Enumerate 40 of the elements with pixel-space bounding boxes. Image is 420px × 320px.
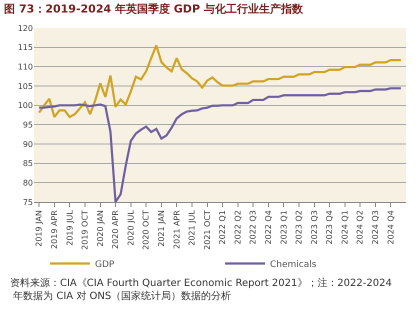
y-tick-label: 105 [18,82,33,91]
y-tick-label: 95 [22,120,33,130]
y-tick-label: 85 [22,159,33,168]
x-tick-label: 2019 JUL [65,210,74,246]
chart-title: 图 73：2019-2024 年英国季度 GDP 与化工行业生产指数 [4,2,304,16]
text: 资料来源：CIA《CIA Fourth Quarter Economic Report 2021》；注：2022-2024 年数据为 CIA 对 ONS（国家统计局）数据的分析 [10,277,392,302]
legend-label: Chemicals [270,260,317,270]
x-tick-label: 2022 Q3 [248,210,258,244]
x-tick-label: 2022 Q4 [264,210,274,244]
line-series [38,44,402,118]
x-tick-label: 2020 JUL [126,210,136,246]
line-series [38,87,402,202]
x-tick-label: 2023 Q4 [325,210,334,244]
y-tick-label: 80 [22,178,33,188]
x-tick-label: 2019 OCT [80,210,90,250]
x-tick-label: 2023 Q3 [310,210,319,244]
x-tick-label: 2023 Q2 [294,210,304,244]
x-tick-label: 2020 APR [111,210,120,249]
y-tick-label: 120 [18,24,33,33]
y-tick-label: 75 [22,198,33,207]
y-tick-label: 90 [22,140,33,149]
x-tick-label: 2021 OCT [202,210,212,250]
x-tick-label: 2021 APR [172,210,182,249]
x-tick-label: 2019 APR [50,210,59,249]
x-tick-label: 2024 Q3 [371,210,380,244]
y-tick-label: 110 [18,62,33,72]
y-tick-label: 100 [18,101,33,110]
x-tick-label: 2024 Q1 [340,210,350,244]
x-tick-label: 2024 Q2 [356,210,365,244]
x-tick-label: 2020 JAN [96,210,105,247]
x-tick-label: 2023 Q1 [279,210,288,244]
x-tick-label: 2024 Q4 [386,210,396,244]
x-tick-label: 2020 OCT [142,210,151,250]
x-tick-label: 2022 Q2 [233,210,242,244]
x-tick-label: 2019 JAN [34,210,44,247]
y-tick-label: 115 [18,43,33,52]
x-tick-label: 2021 JUL [188,210,197,246]
x-tick-label: 2021 JAN [157,210,166,247]
legend-label: GDP [95,260,115,270]
x-tick-label: 2022 Q1 [218,210,228,244]
